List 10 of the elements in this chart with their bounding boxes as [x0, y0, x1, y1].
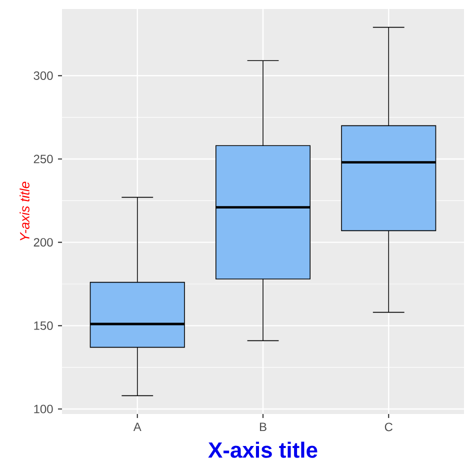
y-tick-label: 250 — [34, 154, 53, 164]
y-tick-label: 150 — [34, 321, 53, 330]
x-tick-label: B — [260, 422, 266, 431]
y-tick-label: 200 — [34, 238, 53, 247]
y-tick-label: 100 — [34, 404, 53, 414]
y-axis-title: Y-axis title — [20, 182, 30, 240]
x-axis-title: X-axis title — [208, 442, 318, 458]
y-tick-label: 300 — [34, 71, 53, 80]
x-tick-label: C — [384, 422, 393, 432]
x-tick-label: A — [133, 422, 142, 431]
